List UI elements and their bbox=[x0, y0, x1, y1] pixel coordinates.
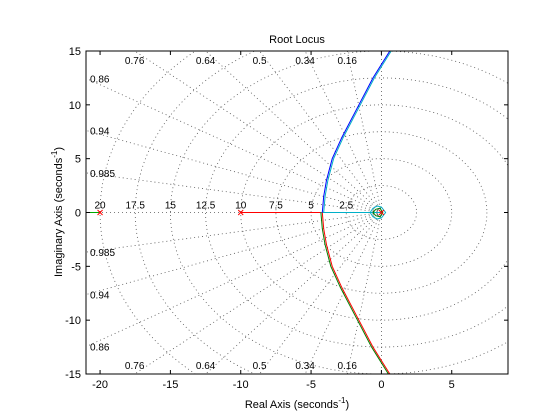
locus-branch-3 bbox=[321, 51, 391, 213]
pole-marker-1 bbox=[237, 209, 244, 216]
damping-label-top-4: 0.16 bbox=[337, 56, 357, 67]
y-tick-label-0: -15 bbox=[65, 369, 81, 381]
pole-marker-0-stroke-b bbox=[97, 209, 103, 216]
pole-marker-2 bbox=[378, 209, 385, 216]
damping-label-bottom-1: 0.64 bbox=[196, 361, 216, 372]
locus-branch-7 bbox=[369, 205, 387, 220]
pole-marker-2-stroke-b bbox=[378, 209, 385, 216]
grid-labels: 0.76 0.64 0.5 0.34 0.16 0.76 0.64 0.5 0.34 0.16 0.… bbox=[90, 56, 357, 372]
x-axis-label-sup: -1 bbox=[338, 396, 346, 405]
frequency-label-0: 20 bbox=[95, 201, 107, 212]
x-axis-label: Real Axis (seconds-1) bbox=[245, 396, 349, 411]
damping-label-left-bottom-1: 0.94 bbox=[90, 291, 110, 302]
y-tick-label-6: 15 bbox=[69, 46, 81, 58]
frequency-label-6: 5 bbox=[308, 201, 314, 212]
locus-branch-8 bbox=[372, 207, 384, 218]
axes: -20 -15 -10 -5 0 5 -15 -10 -5 0 5 10 15 bbox=[65, 46, 509, 391]
damping-line-2-upper bbox=[259, 51, 382, 213]
x-axis-label-main: Real Axis (seconds bbox=[245, 399, 339, 411]
damping-label-left-top-1: 0.94 bbox=[90, 126, 110, 137]
damping-label-top-2: 0.5 bbox=[253, 56, 267, 67]
damping-label-bottom-0: 0.76 bbox=[125, 361, 145, 372]
natural-frequency-circle-1 bbox=[310, 158, 453, 267]
frequency-label-4: 10 bbox=[235, 201, 247, 212]
frequency-label-1: 17.5 bbox=[125, 201, 145, 212]
y-axis-label: Imaginary Axis (seconds-1) bbox=[50, 147, 65, 277]
x-tick-label-2: -10 bbox=[233, 379, 249, 391]
damping-label-bottom-3: 0.34 bbox=[295, 361, 315, 372]
chart-title: Root Locus bbox=[269, 34, 325, 46]
damping-label-left-bottom-2: 0.86 bbox=[90, 343, 110, 354]
x-tick-label-5: 5 bbox=[449, 379, 455, 391]
locus-branches bbox=[86, 51, 392, 374]
damping-label-left-top-0: 0.86 bbox=[90, 74, 110, 85]
y-axis-label-sup: -1 bbox=[50, 150, 59, 158]
damping-label-left-bottom-0: 0.985 bbox=[90, 248, 115, 259]
locus-branch-5 bbox=[320, 212, 389, 374]
y-axis-label-close: ) bbox=[53, 147, 65, 151]
x-tick-label-3: -5 bbox=[306, 379, 316, 391]
pole-marker-1-stroke-b bbox=[237, 209, 244, 216]
damping-label-bottom-2: 0.5 bbox=[253, 361, 267, 372]
frequency-label-5: 7.5 bbox=[269, 201, 283, 212]
damping-label-left-top-2: 0.985 bbox=[90, 169, 115, 180]
damping-line-1-lower bbox=[304, 212, 382, 374]
damping-line-1-upper bbox=[304, 51, 382, 213]
y-axis-label-main: Imaginary Axis (seconds bbox=[53, 157, 65, 277]
damping-line-0-lower bbox=[346, 212, 382, 374]
locus-branch-4 bbox=[323, 51, 392, 213]
y-tick-label-3: 0 bbox=[75, 208, 81, 220]
x-tick-label-4: 0 bbox=[378, 379, 384, 391]
damping-label-bottom-4: 0.16 bbox=[337, 361, 357, 372]
y-tick-label-1: -10 bbox=[65, 315, 81, 327]
damping-line-5-lower bbox=[86, 212, 382, 348]
damping-label-top-1: 0.64 bbox=[196, 56, 216, 67]
frequency-label-3: 12.5 bbox=[196, 201, 216, 212]
damping-line-0-upper bbox=[346, 51, 382, 213]
damping-label-top-0: 0.76 bbox=[125, 56, 145, 67]
pole-marker-0 bbox=[97, 209, 103, 216]
x-axis-label-close: ) bbox=[346, 399, 350, 411]
y-tick-label-5: 10 bbox=[69, 100, 81, 112]
damping-line-5-upper bbox=[86, 77, 382, 213]
damping-label-top-3: 0.34 bbox=[295, 56, 315, 67]
y-tick-label-4: 5 bbox=[75, 154, 81, 166]
x-tick-label-0: -20 bbox=[92, 379, 108, 391]
pole-markers bbox=[97, 209, 385, 216]
locus-branch-6 bbox=[321, 212, 391, 374]
x-tick-label-1: -15 bbox=[162, 379, 178, 391]
y-tick-label-2: -5 bbox=[71, 261, 81, 273]
frequency-label-2: 15 bbox=[165, 201, 177, 212]
frequency-label-7: 2.5 bbox=[339, 201, 353, 212]
